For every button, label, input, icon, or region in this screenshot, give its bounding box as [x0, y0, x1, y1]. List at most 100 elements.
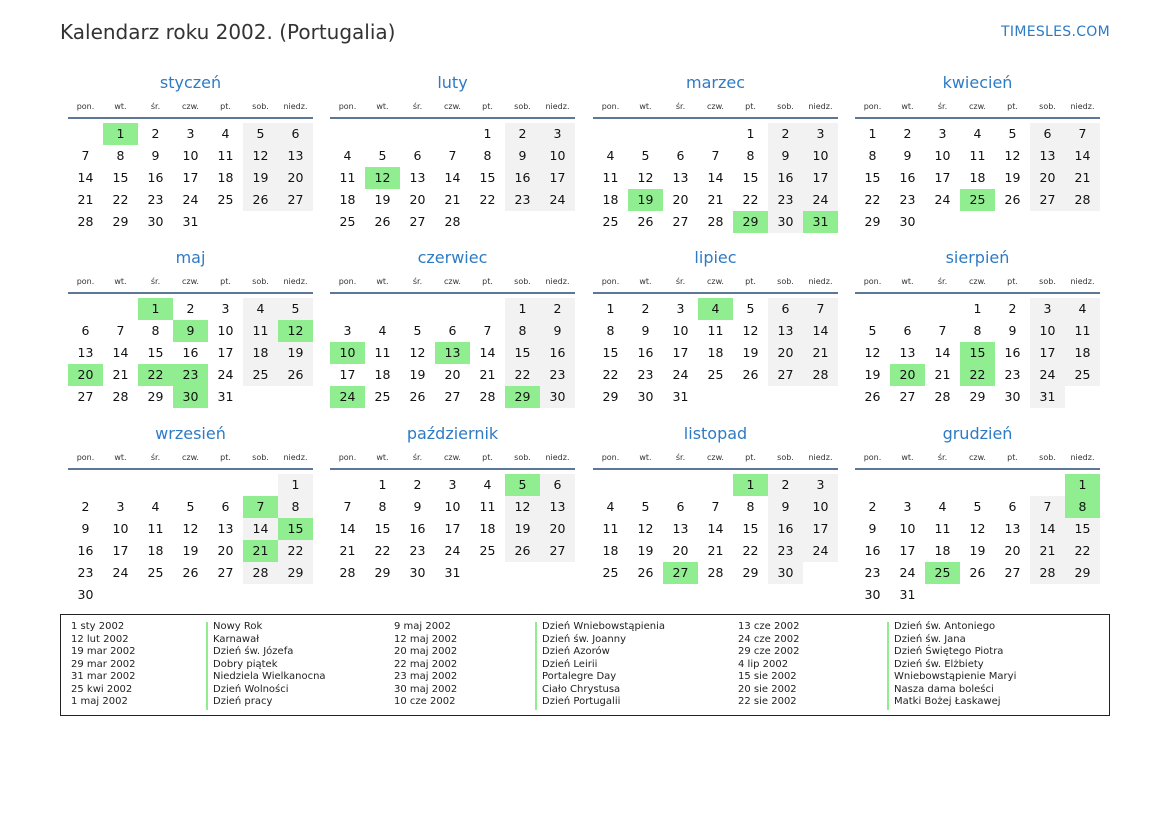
weekday-header: pt. — [482, 102, 493, 111]
day-cell: 10 — [672, 323, 689, 338]
day-cell: 16 — [182, 345, 199, 360]
weekday-header: niedz. — [808, 453, 833, 462]
day-cell: 14 — [803, 320, 838, 342]
month-12: grudzień pon. wt. śr. czw. pt. sob. niedz. 1 2 3 4 5… — [855, 424, 1100, 602]
holiday-name: Dzień Wolności — [213, 683, 289, 695]
day-cell: 4 — [1065, 298, 1100, 320]
day-cell: 17 — [540, 167, 575, 189]
day-cell: 11 — [707, 323, 724, 338]
weekday-header: niedz. — [545, 453, 570, 462]
day-cell: 8 — [151, 323, 160, 338]
day-cell: 12 — [637, 170, 654, 185]
weekday-header: czw. — [707, 453, 724, 462]
day-cell: 11 — [243, 320, 278, 342]
day-cell: 21 — [1065, 167, 1100, 189]
day-cell: 18 — [934, 543, 951, 558]
day-cell: 11 — [479, 499, 496, 514]
weekday-header: pon. — [863, 277, 882, 286]
month-8: sierpień pon. wt. śr. czw. pt. sob. niedz. 1 2 3 4 5… — [855, 248, 1100, 418]
weekday-header: pon. — [338, 277, 357, 286]
weekday-header: czw. — [182, 102, 199, 111]
day-cell: 24 — [217, 367, 234, 382]
day-cell: 14 — [479, 345, 496, 360]
day-cell: 31 — [899, 587, 916, 602]
day-cell: 28 — [1065, 189, 1100, 211]
day-cell: 30 — [77, 587, 94, 602]
day-cell: 10 — [803, 496, 838, 518]
day-cell: 12 — [243, 145, 278, 167]
holiday-dates-column-1: 1 sty 2002 12 lut 2002 19 mar 2002 29 mar 2… — [71, 621, 136, 709]
month-name: czerwiec — [417, 248, 488, 267]
weekday-header: czw. — [182, 277, 199, 286]
holiday-names-column-3: Dzień św. Antoniego Dzień św. Jana Dzień Ś… — [894, 621, 1016, 709]
header-divider — [330, 292, 575, 294]
day-cell: 1 — [746, 126, 755, 141]
holiday-divider — [206, 622, 208, 710]
weekday-header: śr. — [937, 102, 948, 111]
day-cell: 13 — [768, 320, 803, 342]
day-cell: 30 — [1004, 389, 1021, 404]
day-cell: 2 — [1008, 301, 1017, 316]
day-cell: 6 — [903, 323, 912, 338]
day-cell: 4 — [483, 477, 492, 492]
day-cell: 8 — [606, 323, 615, 338]
day-cell: 11 — [602, 521, 619, 536]
day-cell: 3 — [803, 474, 838, 496]
day-cell: 2 — [868, 499, 877, 514]
weekday-header: pt. — [482, 277, 493, 286]
day-cell: 12 — [182, 521, 199, 536]
day-cell: 9 — [868, 521, 877, 536]
day-cell: 10 — [1030, 320, 1065, 342]
day-cell: 5 — [973, 499, 982, 514]
day-cell: 24 — [803, 540, 838, 562]
day-cell: 16 — [409, 521, 426, 536]
day-cell: 7 — [116, 323, 125, 338]
day-cell: 11 — [934, 521, 951, 536]
day-cell: 21 — [934, 367, 951, 382]
day-cell: 19 — [374, 192, 391, 207]
day-cell: 7 — [938, 323, 947, 338]
day-cell: 21 — [803, 342, 838, 364]
weekday-header: pon. — [76, 453, 95, 462]
month-1: styczeń pon. wt. śr. czw. pt. sob. niedz. 1 2 3 4 5 6… — [68, 73, 313, 243]
day-cell: 2 — [505, 123, 540, 145]
day-cell: 6 — [81, 323, 90, 338]
weekday-header: śr. — [937, 453, 948, 462]
day-cell: 2 — [768, 474, 803, 496]
weekday-header: niedz. — [808, 277, 833, 286]
day-cell: 16 — [77, 543, 94, 558]
month-name: wrzesień — [155, 424, 226, 443]
day-cell: 9 — [768, 145, 803, 167]
holiday-date: 20 maj 2002 — [394, 646, 458, 657]
day-cell: 6 — [1008, 499, 1017, 514]
day-cell: 28 — [243, 562, 278, 584]
day-cell: 19 — [278, 342, 313, 364]
day-cell: 6 — [1030, 123, 1065, 145]
day-cell: 9 — [540, 320, 575, 342]
day-cell: 19 — [182, 543, 199, 558]
day-cell: 6 — [676, 148, 685, 163]
header-divider — [68, 468, 313, 470]
day-cell: 17 — [803, 167, 838, 189]
day-cell: 4 — [243, 298, 278, 320]
weekday-header: pt. — [1007, 102, 1018, 111]
month-name: listopad — [683, 424, 748, 443]
day-cell: 26 — [182, 565, 199, 580]
holiday-date: 13 cze 2002 — [738, 621, 800, 632]
month-name: sierpień — [945, 248, 1010, 267]
day-cell: 30 — [768, 211, 803, 233]
weekday-header: śr. — [675, 277, 686, 286]
day-cell: 30 — [637, 389, 654, 404]
day-cell: 14 — [707, 521, 724, 536]
day-cell: 15 — [374, 521, 391, 536]
day-cell: 20 — [1004, 543, 1021, 558]
day-cell: 28 — [934, 389, 951, 404]
day-cell: 18 — [969, 170, 986, 185]
header-divider — [330, 468, 575, 470]
day-cell: 7 — [803, 298, 838, 320]
holiday-divider — [887, 622, 889, 710]
brand-link[interactable]: TIMESLES.COM — [1001, 24, 1110, 40]
day-cell: 17 — [217, 345, 234, 360]
day-cell: 2 — [903, 126, 912, 141]
day-cell: 21 — [339, 543, 356, 558]
